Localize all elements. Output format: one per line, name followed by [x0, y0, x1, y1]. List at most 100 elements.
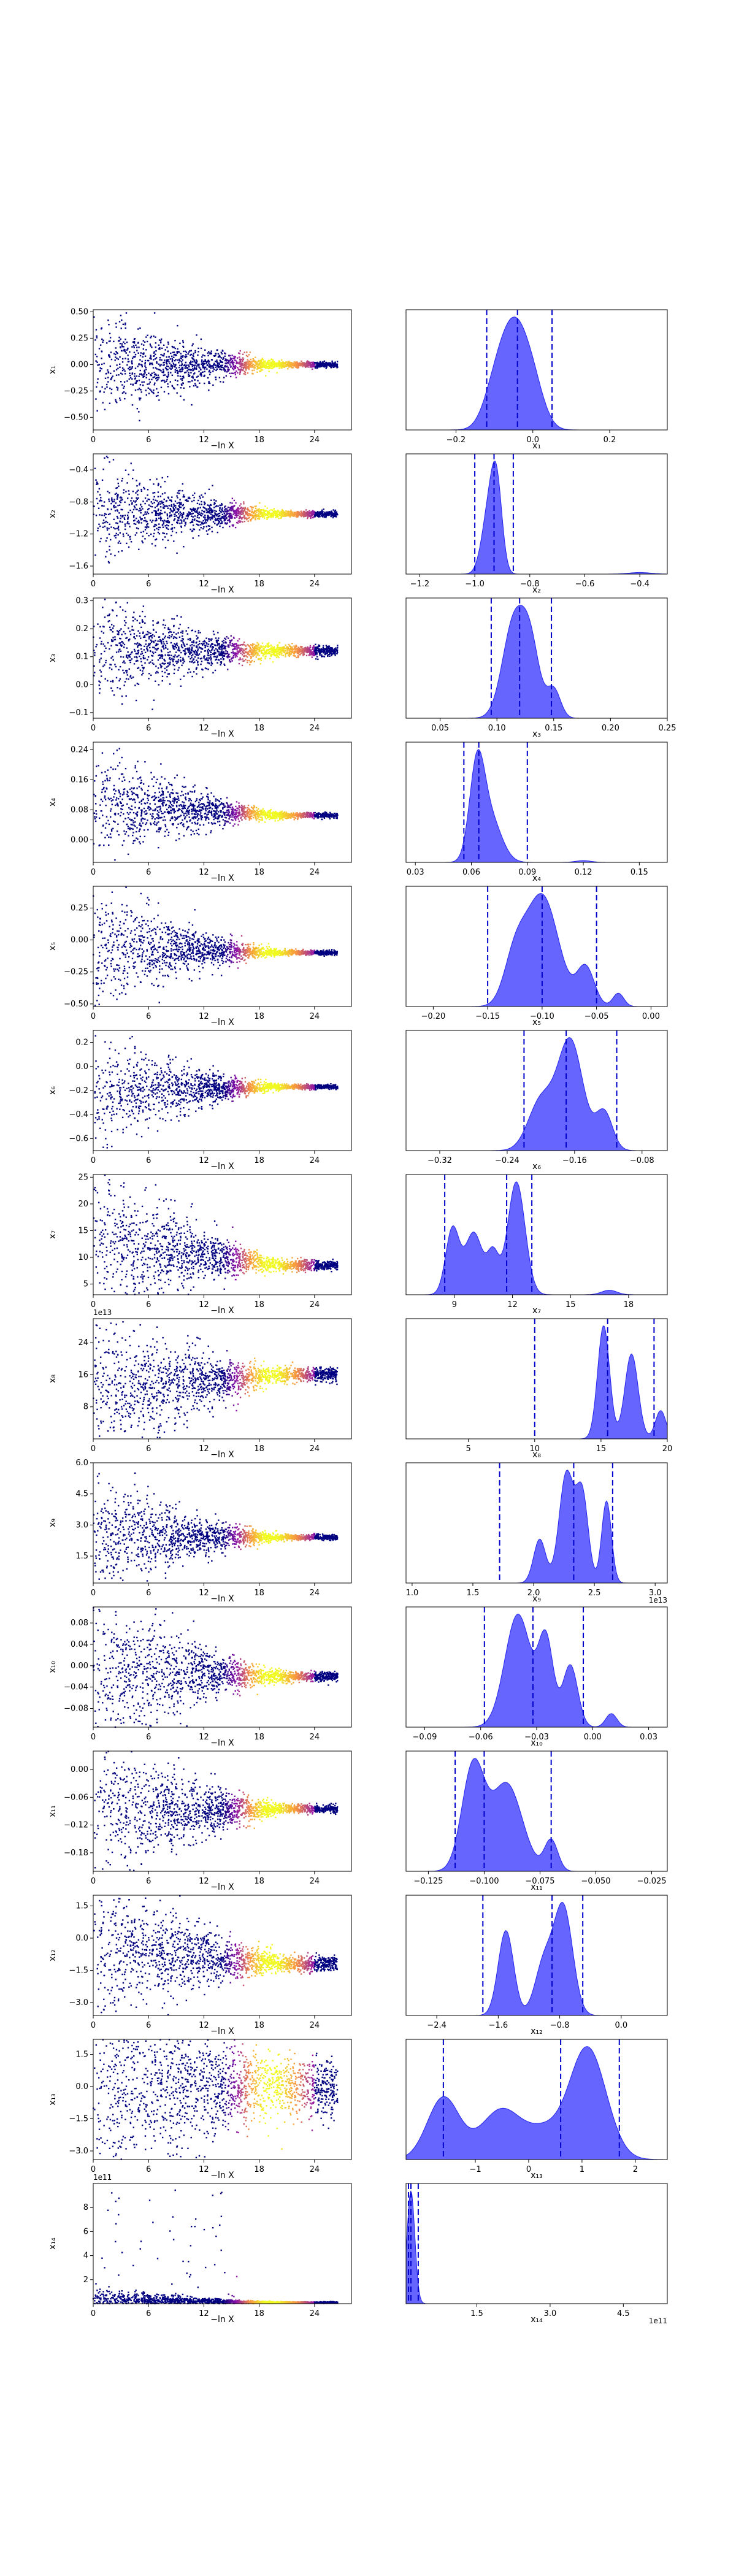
scatter-point — [121, 696, 123, 697]
scatter-point — [162, 380, 163, 381]
scatter-point — [107, 522, 108, 523]
x-tick-label: −0.4 — [630, 580, 650, 589]
scatter-point — [121, 550, 123, 551]
scatter-point — [105, 517, 106, 518]
scatter-point — [166, 356, 167, 358]
scatter-point — [171, 366, 172, 367]
scatter-point — [123, 631, 125, 632]
scatter-point — [193, 377, 194, 378]
scatter-point — [231, 355, 232, 356]
scatter-point — [141, 522, 142, 523]
scatter-point — [247, 508, 248, 510]
x-tick-label: 0.2 — [604, 435, 616, 445]
scatter-point — [304, 366, 305, 367]
scatter-point — [122, 515, 123, 516]
scatter-point — [191, 380, 193, 381]
scatter-point — [171, 524, 172, 525]
scatter-point — [163, 624, 164, 625]
scatter-point — [98, 508, 99, 509]
scatter-point — [127, 497, 128, 499]
scatter-point — [131, 497, 132, 499]
scatter-point — [164, 536, 166, 537]
scatter-point — [204, 647, 205, 648]
scatter-point — [313, 645, 314, 646]
scatter-point — [180, 513, 182, 514]
scatter-point — [148, 504, 150, 505]
scatter-point — [147, 634, 148, 635]
scatter-point — [225, 358, 226, 359]
scatter-point — [156, 478, 157, 480]
scatter-point — [139, 359, 140, 360]
scatter-point — [129, 351, 130, 353]
scatter-point — [159, 359, 160, 360]
scatter-point — [188, 369, 189, 370]
scatter-point — [128, 490, 129, 491]
scatter-point — [187, 518, 188, 519]
scatter-point — [324, 361, 325, 362]
scatter-point — [182, 483, 183, 485]
scatter-point — [173, 540, 174, 542]
scatter-point — [237, 515, 239, 516]
scatter-point — [235, 360, 236, 361]
scatter-point — [160, 516, 161, 518]
scatter-point — [118, 542, 119, 543]
scatter-point — [317, 511, 318, 512]
scatter-point — [162, 657, 163, 659]
scatter-point — [201, 494, 202, 496]
scatter-point — [271, 652, 272, 653]
scatter-point — [155, 378, 156, 379]
scatter-point — [200, 507, 201, 508]
scatter-point — [130, 377, 131, 378]
scatter-point — [152, 493, 153, 494]
scatter-point — [182, 370, 183, 372]
scatter-point — [326, 515, 327, 516]
scatter-point — [96, 335, 97, 337]
scatter-point — [255, 516, 256, 517]
scatter-point — [139, 508, 140, 509]
scatter-point — [331, 515, 332, 516]
scatter-point — [197, 500, 199, 501]
scatter-point — [105, 540, 107, 542]
scatter-point — [120, 372, 121, 374]
scatter-point — [171, 528, 172, 529]
scatter-point — [164, 391, 165, 393]
scatter-point — [138, 347, 139, 348]
scatter-point — [254, 515, 255, 516]
scatter-point — [288, 362, 289, 364]
scatter-point — [233, 356, 234, 357]
scatter-point — [272, 363, 274, 364]
scatter-point — [102, 469, 104, 470]
scatter-point — [161, 359, 162, 361]
scatter-point — [240, 512, 242, 513]
scatter-point — [178, 370, 180, 372]
scatter-point — [110, 373, 111, 374]
scatter-point — [182, 490, 183, 491]
scatter-point — [148, 535, 149, 536]
scatter-point — [182, 378, 183, 379]
scatter-point — [145, 497, 146, 499]
scatter-point — [301, 512, 302, 513]
scatter-point — [226, 511, 228, 512]
scatter-point — [325, 365, 326, 366]
scatter-point — [228, 519, 229, 521]
scatter-point — [298, 653, 299, 654]
scatter-point — [222, 527, 223, 528]
scatter-point — [190, 513, 191, 515]
scatter-point — [137, 528, 139, 529]
scatter-point — [296, 516, 297, 517]
scatter-point — [120, 315, 121, 316]
scatter-point — [167, 508, 169, 509]
scatter-point — [236, 516, 237, 518]
scatter-point — [170, 381, 171, 382]
scatter-point — [120, 518, 121, 519]
scatter-point — [321, 366, 322, 367]
scatter-point — [173, 364, 174, 365]
scatter-point — [183, 383, 184, 384]
scatter-point — [199, 653, 200, 654]
scatter-point — [255, 508, 256, 509]
scatter-point — [150, 375, 151, 376]
scatter-point — [163, 370, 164, 372]
scatter-point — [239, 505, 240, 506]
scatter-point — [332, 509, 334, 510]
scatter-point — [250, 514, 251, 515]
